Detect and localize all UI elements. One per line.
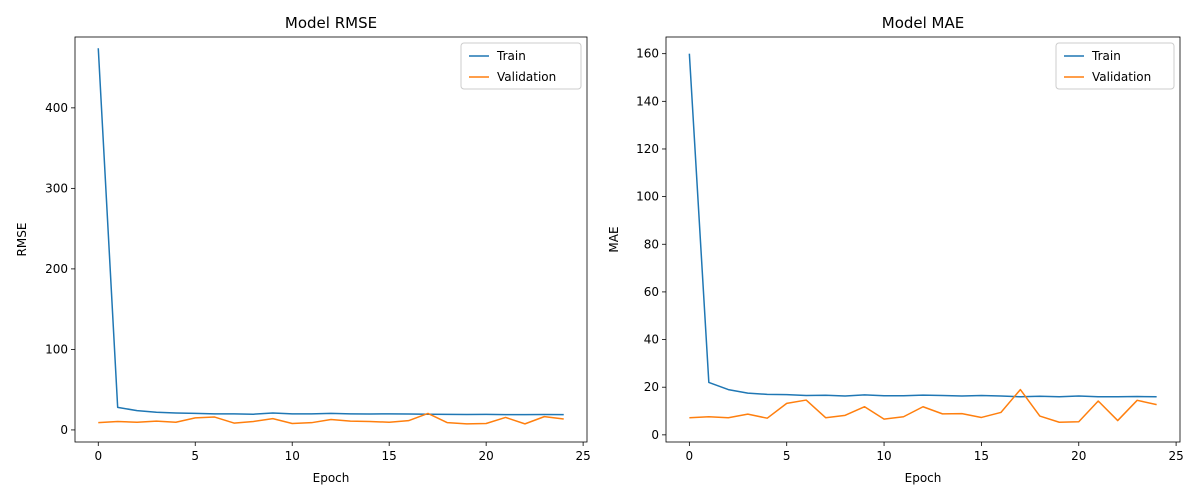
mae-chart-panel: 0 5 10 15 20 25 0 20 40 60 80 100 120 140 160 Model MAE… [607,14,1184,485]
y-tick-label: 300 [45,181,68,195]
x-tick-label: 0 [686,449,694,463]
x-tick-label: 10 [876,449,891,463]
y-tick-label: 100 [45,342,68,356]
legend: Train Validation [460,42,582,90]
y-tick-label: 40 [644,333,659,347]
y-tick-label: 100 [636,190,659,204]
y-tick-label: 200 [45,262,68,276]
series-line-train [688,53,1157,398]
y-tick-label: 400 [45,101,68,115]
chart-title: Model MAE [882,14,965,32]
legend-label-validation: Validation [497,70,556,84]
x-tick-label: 15 [382,449,397,463]
legend-box [460,42,582,90]
legend-label-train: Train [496,49,526,63]
y-tick-label: 0 [651,428,659,442]
series-line-train [97,48,564,416]
y-axis-label: RMSE [15,223,29,257]
chart-title: Model RMSE [285,14,377,32]
series-line-validation [689,388,1157,423]
x-tick-label: 25 [575,449,590,463]
y-tick-label: 0 [60,423,68,437]
legend-label-validation: Validation [1092,70,1151,84]
x-tick-label: 0 [94,449,102,463]
x-tick-label: 5 [783,449,791,463]
y-tick-label: 60 [644,285,659,299]
x-tick-label: 15 [974,449,989,463]
x-tick-label: 25 [1168,449,1183,463]
y-tick-label: 160 [636,47,659,61]
legend-box [1055,42,1175,90]
legend: Train Validation [1055,42,1175,90]
legend-label-train: Train [1091,49,1121,63]
axes-frame [74,36,588,443]
y-tick-label: 80 [644,237,659,251]
y-tick-label: 20 [644,380,659,394]
x-tick-label: 5 [191,449,199,463]
x-axis-label: Epoch [905,471,942,485]
x-tick-label: 20 [479,449,494,463]
x-tick-label: 20 [1071,449,1086,463]
y-tick-label: 120 [636,142,659,156]
y-tick-label: 140 [636,94,659,108]
rmse-chart-panel: 0 5 10 15 20 25 0 100 200 300 400 Model RMSE Epoch RM… [15,14,591,485]
y-axis-label: MAE [607,226,621,252]
series-line-validation [98,412,564,425]
x-axis-label: Epoch [313,471,350,485]
axes-frame [665,36,1181,443]
x-tick-label: 10 [285,449,300,463]
